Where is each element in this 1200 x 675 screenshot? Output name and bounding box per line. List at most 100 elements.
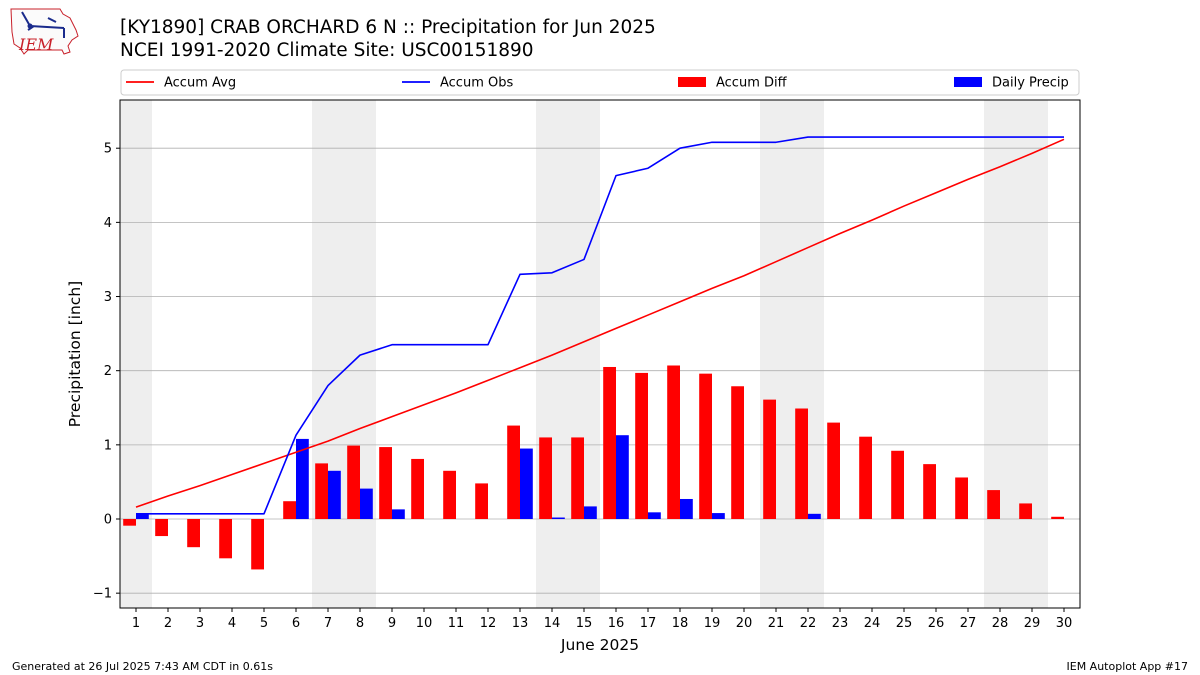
legend-label: Accum Avg	[164, 76, 236, 91]
legend-label: Daily Precip	[992, 76, 1069, 91]
logo-text: IEM	[18, 35, 54, 54]
accum-diff-bar	[315, 463, 328, 520]
y-tick-label: 4	[104, 216, 112, 231]
x-tick-label: 1	[132, 616, 140, 631]
accum-diff-bar	[283, 501, 296, 520]
daily-precip-bar	[680, 498, 693, 520]
accum-diff-bar	[251, 519, 264, 570]
daily-precip-bar	[712, 513, 725, 520]
x-tick-label: 8	[356, 616, 364, 631]
accum-diff-bar	[827, 422, 840, 520]
accum-diff-bar	[923, 464, 936, 520]
weekend-band	[984, 100, 1016, 608]
daily-precip-bar	[392, 509, 405, 520]
accum-diff-bar	[443, 470, 456, 520]
accum-diff-bar	[1019, 503, 1032, 520]
x-tick-label: 16	[608, 616, 625, 631]
app-note: IEM Autoplot App #17	[1066, 660, 1189, 673]
y-axis-label: Precipitation [inch]	[66, 281, 84, 427]
x-tick-label: 22	[800, 616, 817, 631]
daily-precip-bar	[808, 513, 821, 520]
accum-diff-bar	[379, 447, 392, 520]
x-tick-label: 30	[1056, 616, 1073, 631]
daily-precip-bar	[648, 512, 661, 520]
accum-diff-bar	[987, 490, 1000, 520]
y-tick-label: 2	[104, 364, 112, 379]
accum-diff-bar	[635, 372, 648, 520]
y-tick-label: 5	[104, 142, 112, 157]
accum-diff-bar	[891, 450, 904, 520]
accum-diff-bar	[539, 437, 552, 520]
daily-precip-bar	[328, 470, 341, 520]
accum-diff-bar	[1051, 516, 1064, 520]
accum-diff-bar	[475, 483, 488, 520]
legend-box	[120, 69, 1080, 96]
x-tick-label: 6	[292, 616, 300, 631]
x-tick-label: 18	[672, 616, 689, 631]
accum-diff-bar	[699, 373, 712, 520]
daily-precip-bar	[552, 517, 565, 520]
x-tick-label: 26	[928, 616, 945, 631]
accum-diff-bar	[219, 519, 232, 559]
x-tick-label: 9	[388, 616, 396, 631]
y-tick-label: 1	[104, 438, 112, 453]
x-tick-label: 10	[416, 616, 433, 631]
daily-precip-bar	[520, 448, 533, 520]
x-tick-label: 25	[896, 616, 913, 631]
x-tick-label: 11	[448, 616, 465, 631]
x-tick-label: 5	[260, 616, 268, 631]
x-axis-label: June 2025	[560, 636, 639, 654]
accum-diff-bar	[603, 366, 616, 520]
x-tick-label: 17	[640, 616, 657, 631]
daily-precip-bar	[296, 438, 309, 520]
x-tick-label: 12	[480, 616, 497, 631]
accum-diff-bar	[667, 365, 680, 520]
x-tick-label: 2	[164, 616, 172, 631]
x-tick-label: 19	[704, 616, 721, 631]
x-tick-label: 27	[960, 616, 977, 631]
weekend-band	[120, 100, 152, 608]
accum-diff-bar	[731, 386, 744, 520]
daily-precip-bar	[584, 506, 597, 520]
accum-diff-bar	[507, 425, 520, 520]
x-tick-label: 4	[228, 616, 236, 631]
legend-bar-swatch	[954, 77, 982, 87]
accum-diff-bar	[763, 399, 776, 520]
accum-diff-bar	[955, 477, 968, 520]
daily-precip-bar	[616, 435, 629, 520]
weekend-band	[344, 100, 376, 608]
x-tick-label: 28	[992, 616, 1009, 631]
weekend-band	[1016, 100, 1048, 608]
x-tick-label: 3	[196, 616, 204, 631]
x-tick-label: 20	[736, 616, 753, 631]
accum-obs-line	[136, 136, 1064, 515]
accum-diff-bar	[859, 436, 872, 520]
x-tick-label: 29	[1024, 616, 1041, 631]
chart-title: [KY1890] CRAB ORCHARD 6 N :: Precipitati…	[120, 17, 656, 38]
plot-frame	[119, 99, 1081, 609]
y-tick-label: 0	[104, 513, 112, 528]
daily-precip-bar	[360, 488, 373, 520]
x-tick-label: 7	[324, 616, 332, 631]
accum-diff-bar	[155, 519, 168, 537]
generated-note: Generated at 26 Jul 2025 7:43 AM CDT in …	[12, 660, 273, 673]
weekend-band	[536, 100, 568, 608]
x-tick-label: 23	[832, 616, 849, 631]
x-tick-label: 13	[512, 616, 529, 631]
weekend-band	[312, 100, 344, 608]
accum-diff-bar	[123, 519, 136, 526]
weather-symbols-icon	[21, 11, 65, 38]
iem-logo: IEM	[10, 8, 79, 55]
weekend-band	[760, 100, 792, 608]
accum-diff-bar	[187, 519, 200, 548]
accum-diff-bar	[347, 445, 360, 520]
chart-subtitle: NCEI 1991-2020 Climate Site: USC00151890	[120, 40, 534, 61]
y-tick-label: −1	[93, 587, 112, 602]
accum-diff-bar	[571, 437, 584, 520]
y-tick-label: 3	[104, 290, 112, 305]
x-tick-label: 14	[544, 616, 561, 631]
x-tick-label: 24	[864, 616, 881, 631]
weekend-band	[792, 100, 824, 608]
accum-diff-bar	[795, 408, 808, 520]
